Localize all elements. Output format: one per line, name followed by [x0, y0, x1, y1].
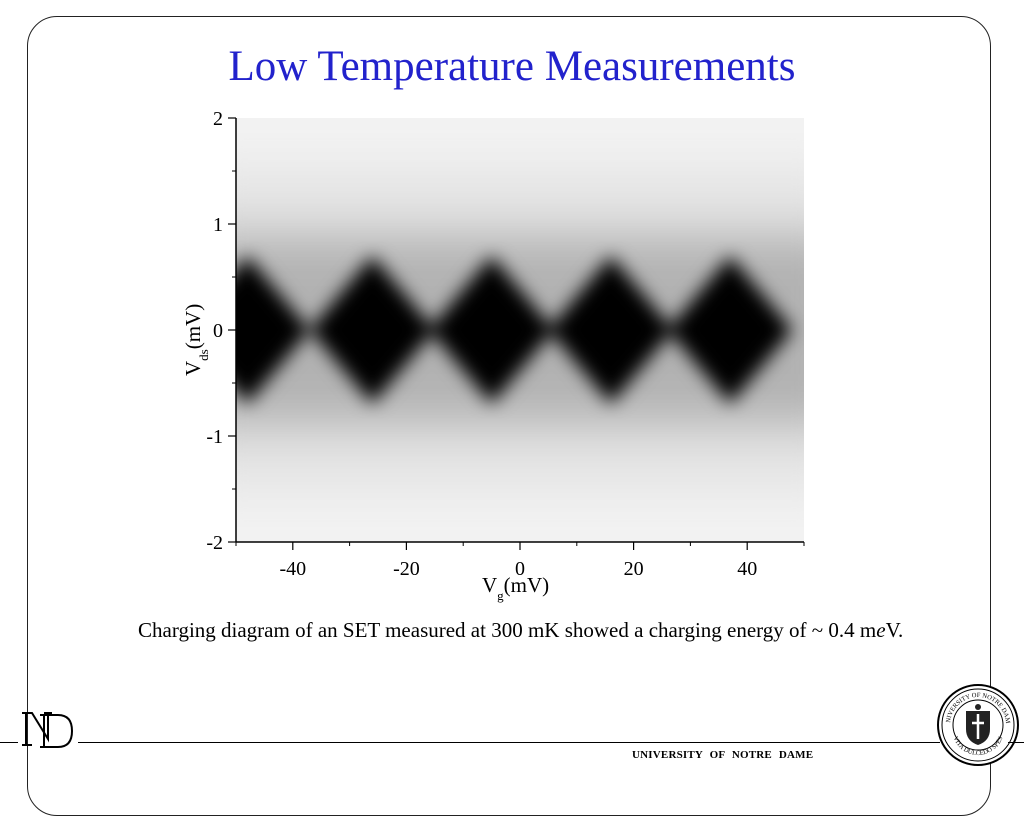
page-title: Low Temperature Measurements [228, 43, 796, 90]
y-tick-label: -2 [206, 532, 223, 554]
y-tick-label: -1 [206, 426, 223, 448]
x-tick-label: -20 [393, 558, 420, 580]
footer-rule-right [1008, 742, 1024, 743]
charging-diagram-chart: -40 -20 0 20 40 2 1 0 -1 -2 Vg(mV) Vds(mV) [181, 108, 805, 603]
y-axis-label: Vds(mV) [181, 304, 211, 376]
footer-rule [78, 742, 940, 743]
coulomb-diamond-0 [236, 255, 310, 405]
y-tick-label: 0 [213, 320, 223, 342]
university-seal-icon: UNIVERSITY OF NOTRE DAME VITA DULCEDO SP… [936, 683, 1019, 766]
x-tick-label: -40 [279, 558, 306, 580]
x-axis-label: Vg(mV) [482, 573, 549, 603]
footer-rule-left [0, 742, 18, 743]
coulomb-diamond-3 [548, 255, 674, 405]
y-tick-label: 1 [213, 214, 223, 236]
nd-monogram-icon [22, 712, 74, 748]
figure-caption: Charging diagram of an SET measured at 3… [138, 618, 904, 642]
heatmap-plot-area [236, 118, 804, 542]
axes: -40 -20 0 20 40 2 1 0 -1 -2 [206, 108, 805, 580]
x-tick-label: 40 [737, 558, 757, 580]
coulomb-diamond-2 [429, 255, 555, 405]
coulomb-diamond-1 [309, 255, 435, 405]
x-tick-label: 20 [624, 558, 644, 580]
coulomb-diamond-4 [667, 255, 793, 405]
x-tick-label: 0 [515, 558, 525, 580]
y-tick-label: 2 [213, 108, 223, 130]
footer-university-name: UNIVERSITY OF NOTRE DAME [632, 749, 814, 761]
